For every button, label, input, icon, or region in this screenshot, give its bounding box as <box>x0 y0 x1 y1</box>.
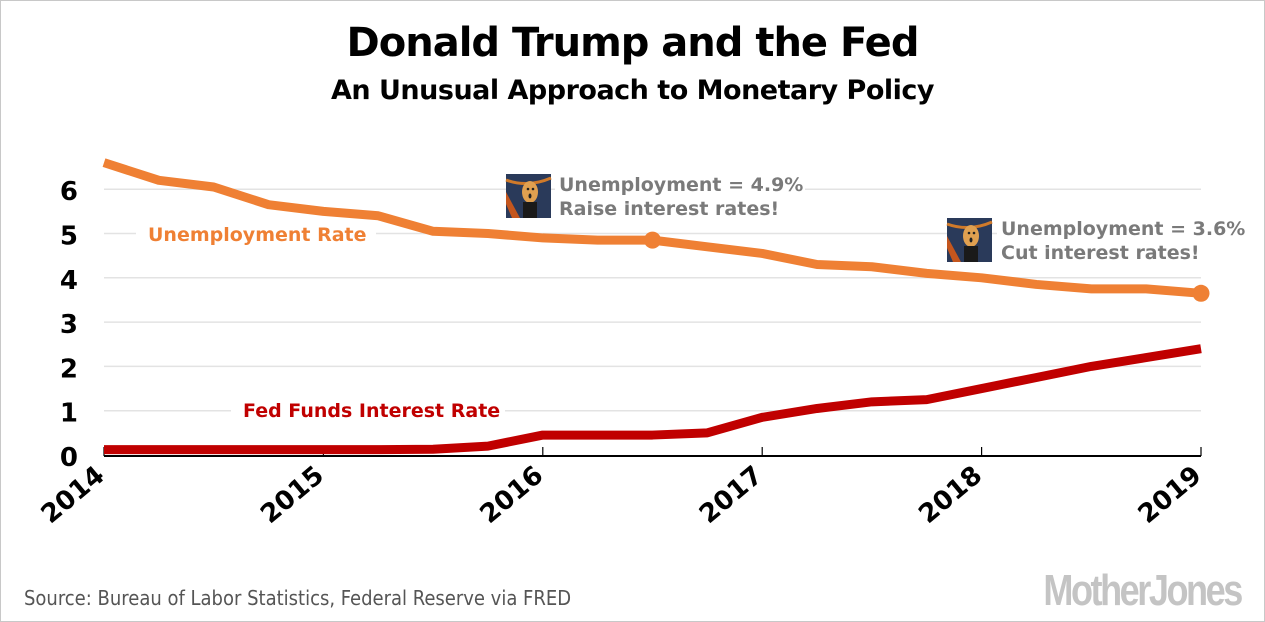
x-tick-label: 2016 <box>475 460 550 530</box>
chart-subtitle: An Unusual Approach to Monetary Policy <box>330 75 935 106</box>
series-label: Unemployment Rate <box>148 224 367 246</box>
y-tick-label: 2 <box>60 354 78 384</box>
annotation-line2: Raise interest rates! <box>559 198 779 220</box>
annotation-bg <box>997 218 1247 264</box>
annotation-bg <box>555 174 805 220</box>
series-label-bg <box>231 397 505 425</box>
mother-jones-logo: MotherJones <box>1043 566 1244 615</box>
x-tick-label: 2019 <box>1133 460 1208 530</box>
y-tick-label: 3 <box>60 310 78 340</box>
series-label: Fed Funds Interest Rate <box>243 400 500 422</box>
x-tick-label: 2018 <box>913 460 988 530</box>
x-tick-label: 2015 <box>255 460 330 530</box>
x-tick-label: 2017 <box>694 460 769 530</box>
chart-title: Donald Trump and the Fed <box>346 20 920 66</box>
annotation-marker <box>1192 284 1210 302</box>
annotation-line1: Unemployment = 4.9% <box>559 174 803 196</box>
y-tick-label: 4 <box>60 266 78 296</box>
y-tick-label: 5 <box>60 222 78 252</box>
y-tick-label: 1 <box>60 399 78 429</box>
y-tick-label: 6 <box>60 177 78 207</box>
series-label-bg <box>136 221 376 249</box>
annotation-line2: Cut interest rates! <box>1001 242 1200 264</box>
y-tick-label: 0 <box>60 443 78 473</box>
fed-funds-line <box>104 344 1202 455</box>
source-note: Source: Bureau of Labor Statistics, Fede… <box>24 586 572 610</box>
scream-painting-icon <box>946 218 993 262</box>
annotation-line1: Unemployment = 3.6% <box>1001 218 1245 240</box>
annotation-marker <box>644 231 661 249</box>
scream-painting-icon <box>505 174 552 218</box>
